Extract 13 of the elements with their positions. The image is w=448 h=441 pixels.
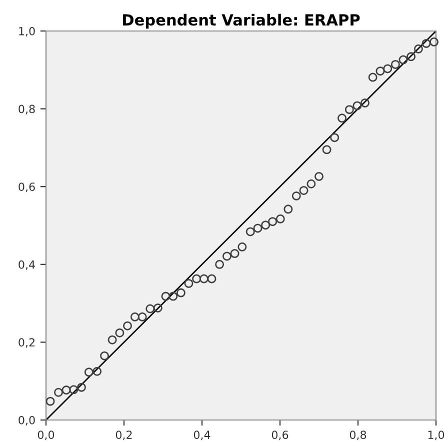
- x-tick-label: 0,8: [350, 430, 366, 440]
- y-tick-label: 0,2: [18, 338, 34, 348]
- x-tick-label: 0,4: [194, 430, 210, 440]
- x-tick-label: 0,2: [116, 430, 132, 440]
- y-tick-label: 0,8: [18, 104, 35, 114]
- x-tick-label: 0,6: [272, 430, 288, 440]
- y-tick-label: 0,6: [18, 182, 35, 192]
- x-tick-label: 1,0: [428, 430, 444, 440]
- chart-title: Dependent Variable: ERAPP: [123, 14, 360, 29]
- y-tick-label: 1,0: [19, 26, 35, 37]
- x-tick-label: 0,0: [38, 430, 54, 440]
- y-tick-label: 0,0: [18, 416, 35, 426]
- y-tick-label: 0,4: [18, 260, 35, 270]
